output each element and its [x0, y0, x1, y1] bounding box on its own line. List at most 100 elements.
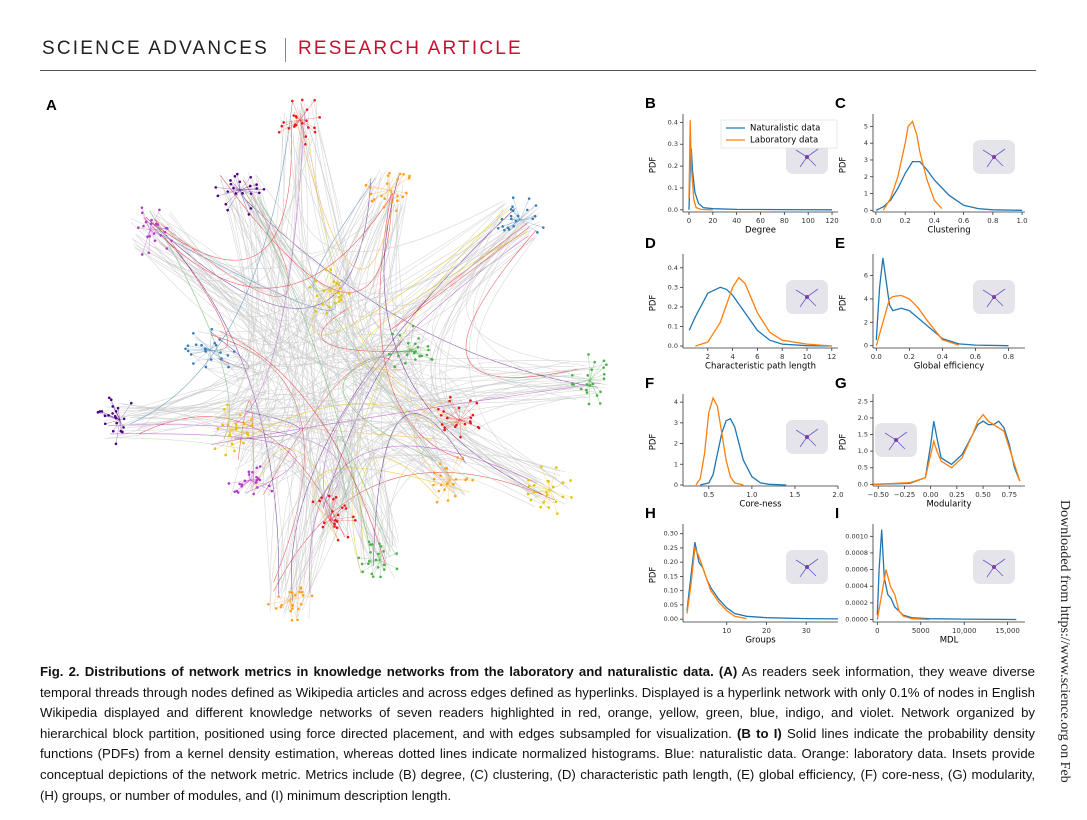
network-node	[228, 482, 231, 485]
network-node	[224, 454, 227, 457]
x-axis-label: Degree	[745, 226, 776, 236]
network-node	[552, 485, 555, 488]
y-tick-label: 5	[864, 122, 868, 130]
network-node	[219, 351, 222, 354]
network-node	[371, 543, 374, 546]
network-node	[267, 603, 270, 606]
x-axis-label: Groups	[745, 636, 776, 646]
network-node	[365, 184, 368, 187]
network-node	[397, 355, 400, 358]
x-axis-label: Modularity	[926, 500, 971, 510]
network-node	[372, 575, 375, 578]
y-axis-label: PDF	[649, 567, 659, 584]
network-node	[314, 131, 317, 134]
network-node	[300, 603, 303, 606]
network-node	[104, 415, 107, 418]
network-node	[318, 500, 321, 503]
y-tick-label: 0.3	[668, 140, 678, 148]
network-node	[323, 522, 326, 525]
network-node	[571, 383, 574, 386]
network-node	[395, 552, 398, 555]
x-axis-label: Characteristic path length	[705, 362, 816, 372]
x-tick-label: 0	[687, 217, 691, 225]
node-spoke	[549, 490, 550, 508]
network-node	[258, 192, 261, 195]
network-node	[512, 209, 515, 212]
network-node	[157, 223, 160, 226]
inset-node	[992, 155, 996, 159]
y-axis-label: PDF	[839, 157, 849, 174]
network-node	[184, 347, 187, 350]
node-spoke	[193, 333, 210, 350]
network-node	[501, 225, 504, 228]
y-tick-label: 0.2	[668, 162, 678, 170]
network-node	[527, 493, 530, 496]
network-node	[255, 481, 258, 484]
network-node	[255, 183, 258, 186]
network-node	[117, 407, 120, 410]
network-node	[304, 143, 307, 146]
network-node	[158, 209, 161, 212]
network-node	[352, 516, 355, 519]
network-node	[455, 478, 458, 481]
network-node	[452, 483, 455, 486]
network-node	[256, 479, 259, 482]
network-node	[211, 328, 214, 331]
caption: Fig. 2. Distributions of network metrics…	[40, 662, 1035, 806]
network-node	[461, 457, 464, 460]
network-node	[154, 239, 157, 242]
y-tick-label: 3	[674, 419, 678, 427]
network-node	[334, 302, 337, 305]
network-node	[141, 211, 144, 214]
side-note: Downloaded from https://www.science.org …	[1056, 500, 1072, 820]
network-node	[235, 426, 238, 429]
network-node	[534, 215, 537, 218]
network-node	[569, 479, 572, 482]
network-node	[399, 173, 402, 176]
network-node	[383, 197, 386, 200]
network-node	[226, 209, 229, 212]
network-node	[313, 99, 316, 102]
network-node	[233, 450, 236, 453]
network-node	[603, 377, 606, 380]
network-node	[418, 355, 421, 358]
network-node	[402, 173, 405, 176]
x-tick-label: 1.0	[746, 491, 757, 499]
network-node	[454, 425, 457, 428]
network-node	[443, 426, 446, 429]
network-node	[334, 519, 337, 522]
network-node	[200, 344, 203, 347]
y-tick-label: 4	[674, 398, 678, 406]
network-node	[555, 466, 558, 469]
network-node	[449, 396, 452, 399]
network-node	[587, 353, 590, 356]
x-tick-label: 0.75	[1001, 491, 1017, 499]
network-node	[546, 494, 549, 497]
network-edge	[477, 238, 579, 386]
network-node	[256, 187, 259, 190]
network-node	[190, 353, 193, 356]
y-tick-label: 1	[674, 460, 678, 468]
network-node	[477, 426, 480, 429]
x-tick-label: 0.6	[970, 353, 982, 361]
x-tick-label: −0.50	[868, 491, 889, 499]
network-node	[433, 472, 436, 475]
network-node	[340, 294, 343, 297]
density-line	[687, 548, 747, 619]
y-tick-label: 0.30	[664, 530, 678, 538]
panel-label: E	[835, 235, 845, 252]
network-node	[291, 100, 294, 103]
network-node	[396, 199, 399, 202]
x-tick-label: 4	[730, 353, 735, 361]
network-node	[439, 462, 442, 465]
x-tick-label: 0.00	[923, 491, 939, 499]
network-node	[141, 253, 144, 256]
network-edge	[274, 422, 461, 608]
network-node	[605, 363, 608, 366]
network-panel	[97, 99, 608, 622]
network-node	[120, 430, 123, 433]
y-tick-label: 6	[864, 272, 868, 280]
x-tick-label: 100	[802, 217, 815, 225]
network-node	[458, 407, 461, 410]
